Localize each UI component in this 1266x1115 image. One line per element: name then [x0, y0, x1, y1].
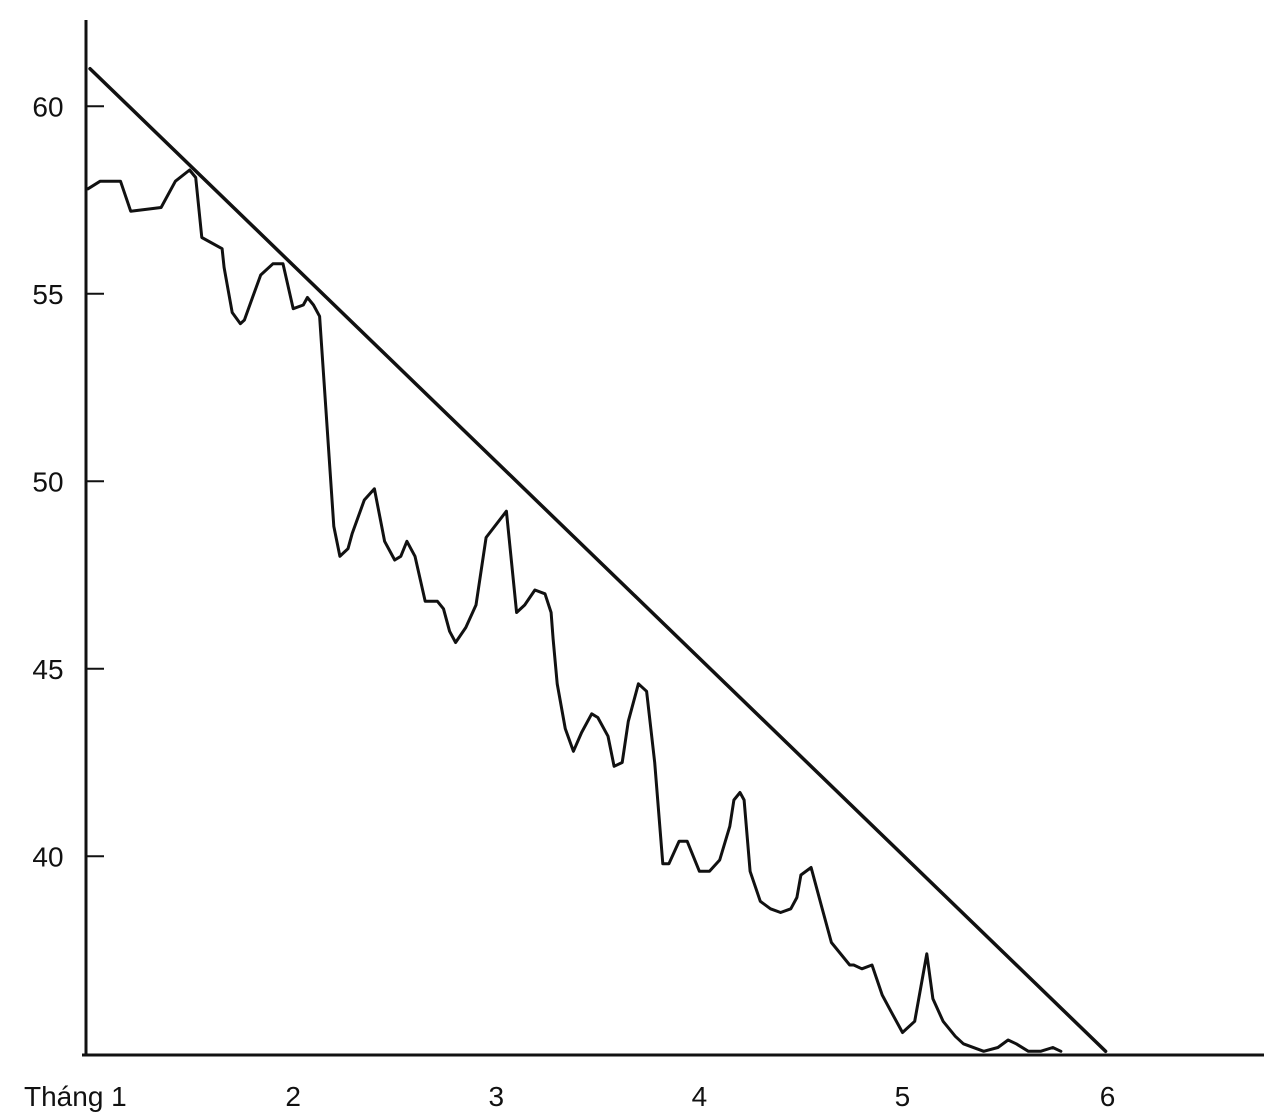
x-tick-label: 2	[285, 1081, 301, 1112]
x-ticks: Tháng 1 2 3 4 5 6	[24, 1081, 1115, 1112]
x-tick-label: 5	[895, 1081, 911, 1112]
y-tick-label: 45	[32, 654, 63, 685]
y-tick-label: 55	[32, 279, 63, 310]
y-tick-label: 40	[32, 841, 63, 872]
x-tick-label: 6	[1100, 1081, 1116, 1112]
y-tick-label: 60	[32, 91, 63, 122]
trend-line	[88, 67, 1108, 1053]
price-series-line	[86, 168, 1063, 1053]
x-tick-label: 4	[692, 1081, 708, 1112]
y-tick-label: 50	[32, 466, 63, 497]
y-ticks: 40 45 50 55 60	[32, 91, 104, 872]
x-tick-label: 3	[488, 1081, 504, 1112]
x-tick-label: Tháng 1	[24, 1081, 127, 1112]
